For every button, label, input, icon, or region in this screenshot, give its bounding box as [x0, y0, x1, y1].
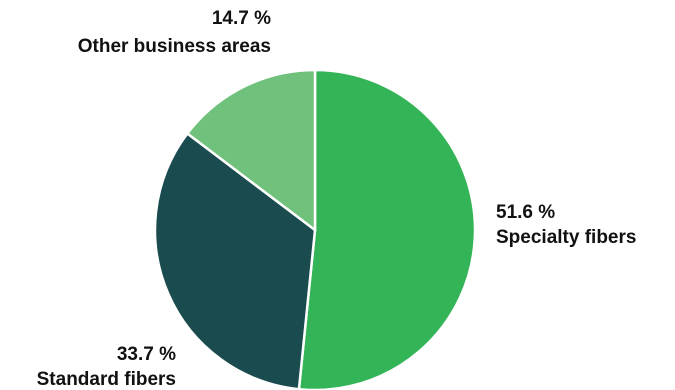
slice-name-label-standard-fibers: Standard fibers: [37, 369, 176, 390]
slice-value-label-specialty-fibers: 51.6 %: [496, 202, 555, 223]
slice-value-label-standard-fibers: 33.7 %: [117, 344, 176, 365]
pie-slice-standard-fibers: [153, 132, 317, 390]
slice-value-label-other-business-areas: 14.7 %: [212, 8, 271, 29]
pie-slice-specialty-fibers: [297, 68, 477, 390]
pie-slices: [153, 68, 477, 390]
slice-name-label-other-business-areas: Other business areas: [78, 36, 271, 57]
slice-name-label-specialty-fibers: Specialty fibers: [496, 227, 636, 248]
pie-slice-other-business-areas: [186, 68, 317, 232]
